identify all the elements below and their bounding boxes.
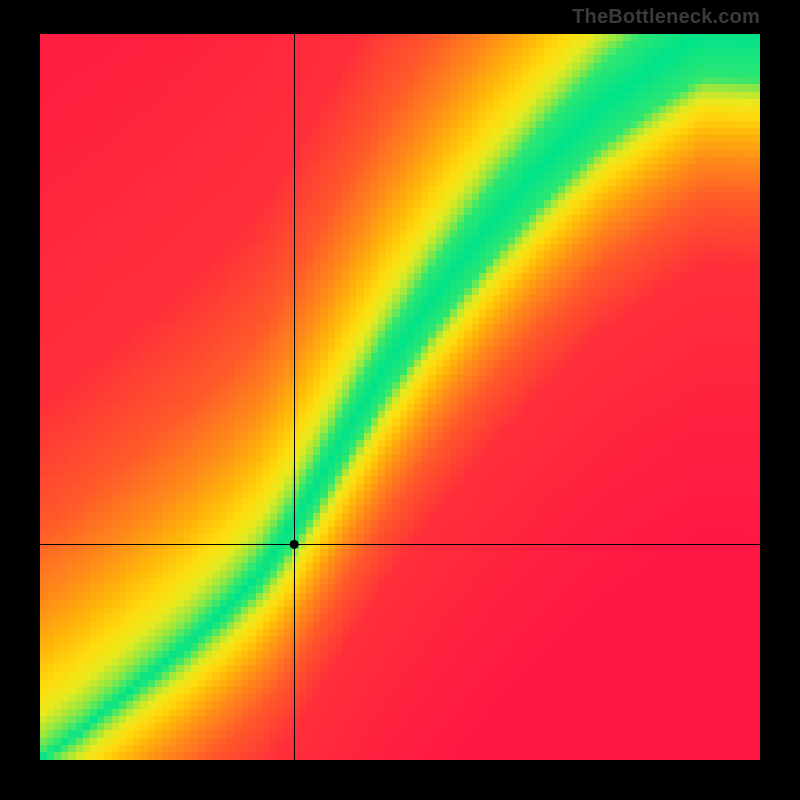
chart-frame: TheBottleneck.com	[0, 0, 800, 800]
heatmap-canvas	[40, 34, 760, 760]
heatmap-plot	[40, 34, 760, 760]
watermark-text: TheBottleneck.com	[572, 6, 760, 29]
